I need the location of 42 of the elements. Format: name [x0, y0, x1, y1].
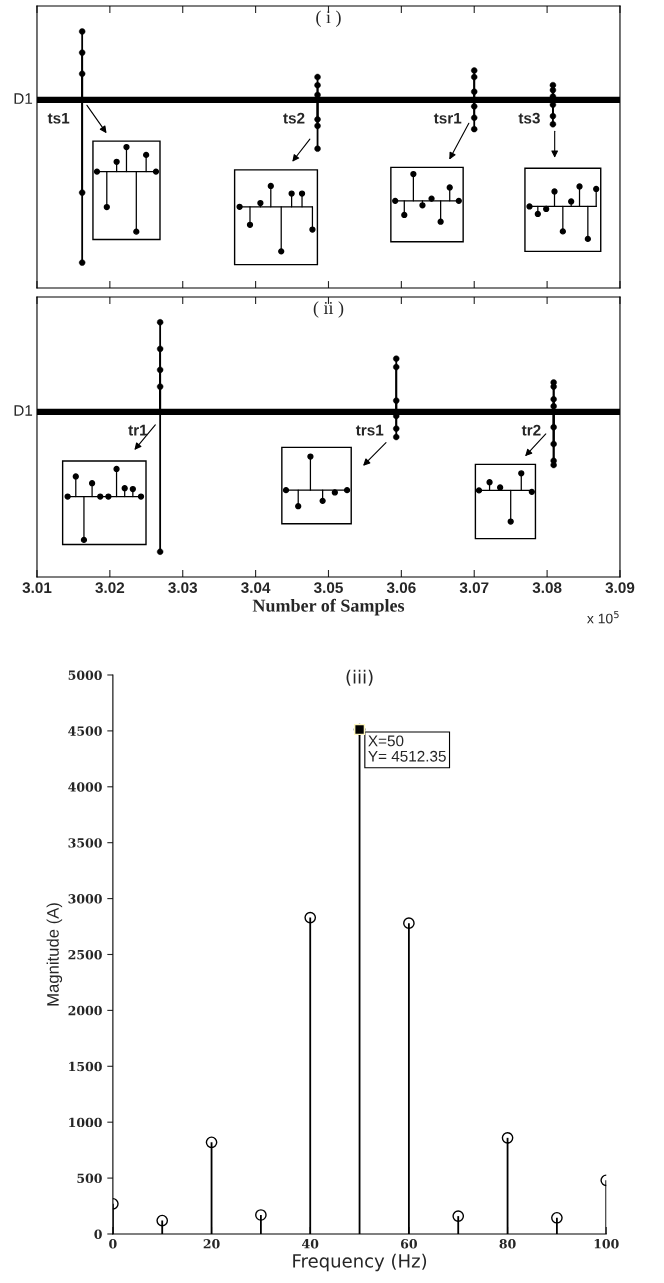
ref-line-label: D1 — [14, 93, 33, 104]
x-tick-label: 20 — [203, 1239, 220, 1249]
x-axis-title: Number of Samples — [252, 598, 405, 616]
ref-line-label: D1 — [14, 405, 33, 416]
annotation: tr1 — [128, 424, 148, 436]
x-tick-label: 3.07 — [459, 582, 489, 594]
x-tick-label: 60 — [400, 1239, 417, 1249]
x-tick-label: 80 — [499, 1239, 516, 1249]
y-tick-label: 4500 — [68, 726, 102, 736]
x-tick-label: 40 — [302, 1239, 319, 1249]
x-tick-label: 3.02 — [95, 582, 125, 594]
x-tick-label: 3.04 — [241, 582, 271, 594]
x-tick-label: 3.08 — [532, 582, 562, 594]
y-tick-label: 3000 — [68, 894, 102, 904]
annotation: ts1 — [47, 112, 70, 124]
annotation: tsr1 — [433, 112, 462, 124]
x-tick-label: 3.06 — [386, 582, 416, 594]
annotation: ts2 — [283, 112, 305, 124]
annotation: trs1 — [355, 424, 384, 436]
annotation: X=50 Y= 4512.35 — [368, 735, 446, 762]
y-tick-label: 1500 — [69, 1061, 102, 1072]
y-tick-label: 500 — [77, 1173, 102, 1184]
x-tick-label: 3.03 — [168, 582, 198, 594]
y-tick-label: 4000 — [68, 782, 102, 792]
y-tick-label: 3500 — [68, 838, 102, 848]
x-tick-label: 100 — [594, 1239, 619, 1249]
x-tick-label: 0 — [109, 1239, 117, 1249]
y-tick-label: 2500 — [68, 949, 102, 960]
y-tick-label: 2000 — [68, 1005, 102, 1016]
x-tick-label: 3.05 — [313, 582, 343, 594]
y-tick-label: 0 — [94, 1229, 102, 1239]
annotation: ts3 — [518, 112, 540, 124]
y-axis-title: Magnitude (A) — [46, 903, 63, 1006]
annotation: tr2 — [521, 424, 541, 436]
chart-title: (iii) — [346, 669, 373, 686]
chart-title: ( ii ) — [313, 301, 344, 318]
y-tick-label: 5000 — [68, 670, 102, 680]
x-tick-label: 3.09 — [605, 582, 635, 594]
x-tick-label: 3.01 — [22, 582, 52, 594]
x-axis-title: Frequency (Hz) — [293, 1253, 427, 1272]
text: x 10$^{5}$ — [587, 610, 619, 624]
y-tick-label: 1000 — [69, 1117, 102, 1128]
